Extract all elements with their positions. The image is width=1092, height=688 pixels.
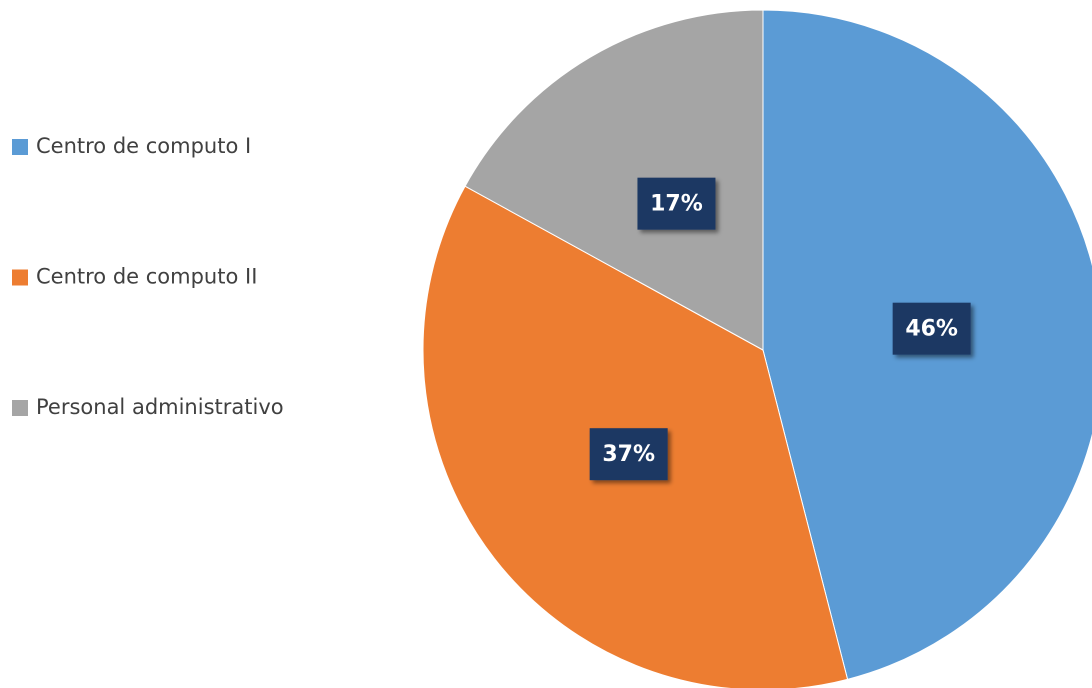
legend-swatch (12, 400, 28, 416)
data-label-box (892, 302, 971, 355)
data-label: 46% (905, 317, 958, 342)
data-label-box (637, 177, 716, 230)
data-label: 37% (602, 442, 655, 467)
legend-label: Personal administrativo (36, 395, 284, 419)
data-label: 17% (650, 192, 703, 217)
legend-swatch (12, 269, 28, 286)
legend-swatch (12, 139, 28, 155)
pie-slice (464, 9, 764, 351)
legend-label: Centro de computo I (36, 134, 251, 158)
legend-label: Centro de computo II (36, 265, 257, 289)
data-label-box (589, 428, 668, 481)
